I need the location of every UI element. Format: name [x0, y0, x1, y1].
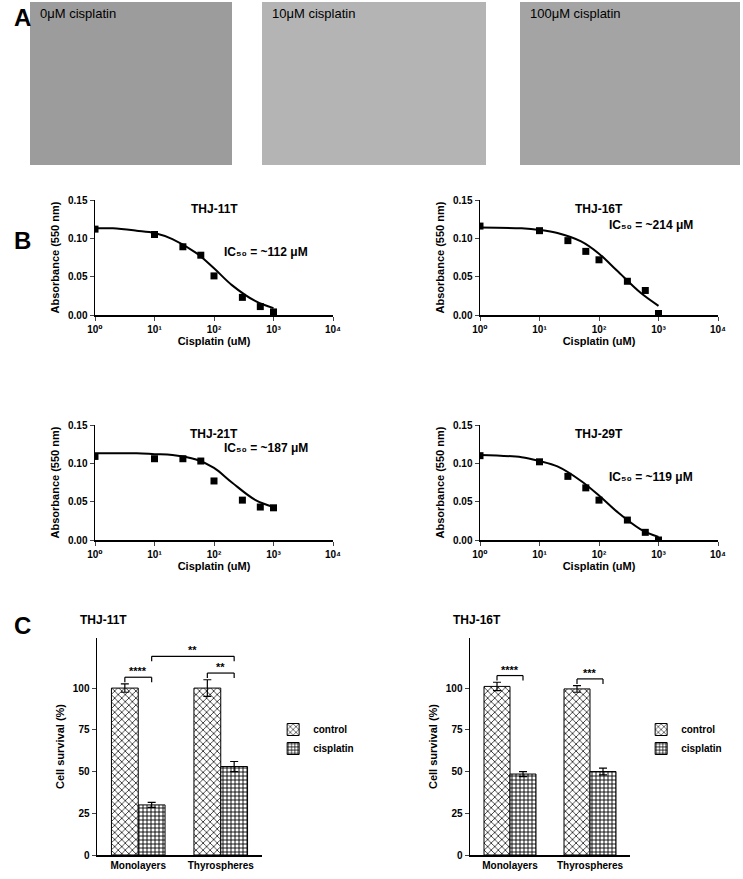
svg-text:0.00: 0.00	[68, 310, 88, 321]
svg-text:**: **	[216, 661, 225, 673]
svg-text:Cell survival (%): Cell survival (%)	[54, 704, 66, 789]
svg-text:10¹: 10¹	[147, 549, 162, 560]
svg-text:0: 0	[457, 850, 463, 861]
svg-text:100μM cisplatin: 100μM cisplatin	[530, 6, 621, 21]
svg-text:Absorbance (550 nm): Absorbance (550 nm)	[49, 426, 61, 538]
svg-text:0.15: 0.15	[68, 420, 88, 431]
svg-text:0.10: 0.10	[453, 458, 473, 469]
svg-text:10¹: 10¹	[532, 324, 547, 335]
svg-text:10⁴: 10⁴	[325, 324, 341, 335]
svg-text:100: 100	[73, 683, 90, 694]
svg-text:****: ****	[129, 665, 147, 677]
svg-text:10³: 10³	[266, 324, 281, 335]
svg-text:10¹: 10¹	[147, 324, 162, 335]
svg-text:Absorbance (550 nm): Absorbance (550 nm)	[434, 426, 446, 538]
svg-text:Monolayers: Monolayers	[482, 860, 538, 871]
svg-text:10⁰: 10⁰	[472, 324, 488, 335]
svg-text:IC₅₀ = ~119 μM: IC₅₀ = ~119 μM	[609, 470, 693, 484]
svg-text:50: 50	[78, 766, 90, 777]
svg-text:0.10: 0.10	[68, 233, 88, 244]
svg-text:cisplatin: cisplatin	[681, 743, 722, 754]
svg-text:10²: 10²	[592, 549, 607, 560]
svg-text:75: 75	[78, 724, 90, 735]
svg-text:A: A	[14, 4, 31, 31]
svg-text:0.00: 0.00	[453, 310, 473, 321]
svg-text:0.05: 0.05	[453, 271, 473, 282]
svg-text:10¹: 10¹	[532, 549, 547, 560]
svg-text:75: 75	[451, 724, 463, 735]
svg-text:Absorbance (550 nm): Absorbance (550 nm)	[434, 201, 446, 313]
svg-text:control: control	[313, 724, 347, 735]
svg-text:THJ-11T: THJ-11T	[80, 613, 127, 627]
svg-text:10²: 10²	[207, 324, 222, 335]
svg-text:0.00: 0.00	[453, 535, 473, 546]
svg-text:0.10: 0.10	[453, 233, 473, 244]
svg-text:10³: 10³	[651, 324, 666, 335]
svg-text:Cell survival (%): Cell survival (%)	[427, 704, 439, 789]
svg-text:***: ***	[583, 667, 597, 679]
svg-text:0: 0	[84, 850, 90, 861]
svg-text:0μM cisplatin: 0μM cisplatin	[40, 6, 116, 21]
svg-text:0.05: 0.05	[68, 271, 88, 282]
svg-text:THJ-16T: THJ-16T	[575, 202, 623, 216]
svg-text:Cisplatin (uM): Cisplatin (uM)	[178, 560, 251, 572]
svg-text:25: 25	[451, 808, 463, 819]
svg-text:0.05: 0.05	[453, 496, 473, 507]
svg-text:10³: 10³	[266, 549, 281, 560]
svg-text:Cisplatin (uM): Cisplatin (uM)	[563, 560, 636, 572]
svg-text:100: 100	[446, 683, 463, 694]
svg-text:0.15: 0.15	[453, 195, 473, 206]
svg-text:10⁰: 10⁰	[87, 549, 103, 560]
svg-text:THJ-11T: THJ-11T	[191, 202, 238, 216]
svg-text:THJ-21T: THJ-21T	[190, 427, 238, 441]
svg-text:control: control	[681, 724, 715, 735]
svg-text:10³: 10³	[651, 549, 666, 560]
svg-text:Absorbance (550 nm): Absorbance (550 nm)	[49, 201, 61, 313]
svg-text:****: ****	[501, 664, 519, 676]
svg-text:50: 50	[451, 766, 463, 777]
svg-text:0.15: 0.15	[453, 420, 473, 431]
svg-text:0.00: 0.00	[68, 535, 88, 546]
svg-text:B: B	[14, 227, 31, 254]
svg-text:0.15: 0.15	[68, 195, 88, 206]
svg-text:10μM cisplatin: 10μM cisplatin	[272, 6, 355, 21]
svg-text:THJ-29T: THJ-29T	[575, 427, 623, 441]
svg-text:Cisplatin (uM): Cisplatin (uM)	[563, 335, 636, 347]
svg-text:Thyrospheres: Thyrospheres	[188, 860, 255, 871]
svg-text:0.05: 0.05	[68, 496, 88, 507]
svg-text:10⁴: 10⁴	[325, 549, 341, 560]
svg-text:**: **	[188, 644, 197, 656]
svg-text:10⁴: 10⁴	[710, 549, 726, 560]
svg-text:10⁰: 10⁰	[87, 324, 103, 335]
svg-text:cisplatin: cisplatin	[313, 743, 354, 754]
svg-text:10⁰: 10⁰	[472, 549, 488, 560]
svg-text:10²: 10²	[592, 324, 607, 335]
svg-text:THJ-16T: THJ-16T	[453, 613, 501, 627]
svg-text:IC₅₀ = ~112 μM: IC₅₀ = ~112 μM	[224, 245, 308, 259]
svg-text:10²: 10²	[207, 549, 222, 560]
svg-text:C: C	[14, 612, 31, 639]
svg-text:0.10: 0.10	[68, 458, 88, 469]
svg-text:Thyrospheres: Thyrospheres	[557, 860, 624, 871]
svg-text:IC₅₀ = ~187 μM: IC₅₀ = ~187 μM	[224, 441, 308, 455]
svg-text:25: 25	[78, 808, 90, 819]
svg-text:IC₅₀ = ~214 μM: IC₅₀ = ~214 μM	[609, 218, 693, 232]
svg-text:Monolayers: Monolayers	[110, 860, 166, 871]
svg-text:Cisplatin (uM): Cisplatin (uM)	[178, 335, 251, 347]
svg-text:10⁴: 10⁴	[710, 324, 726, 335]
